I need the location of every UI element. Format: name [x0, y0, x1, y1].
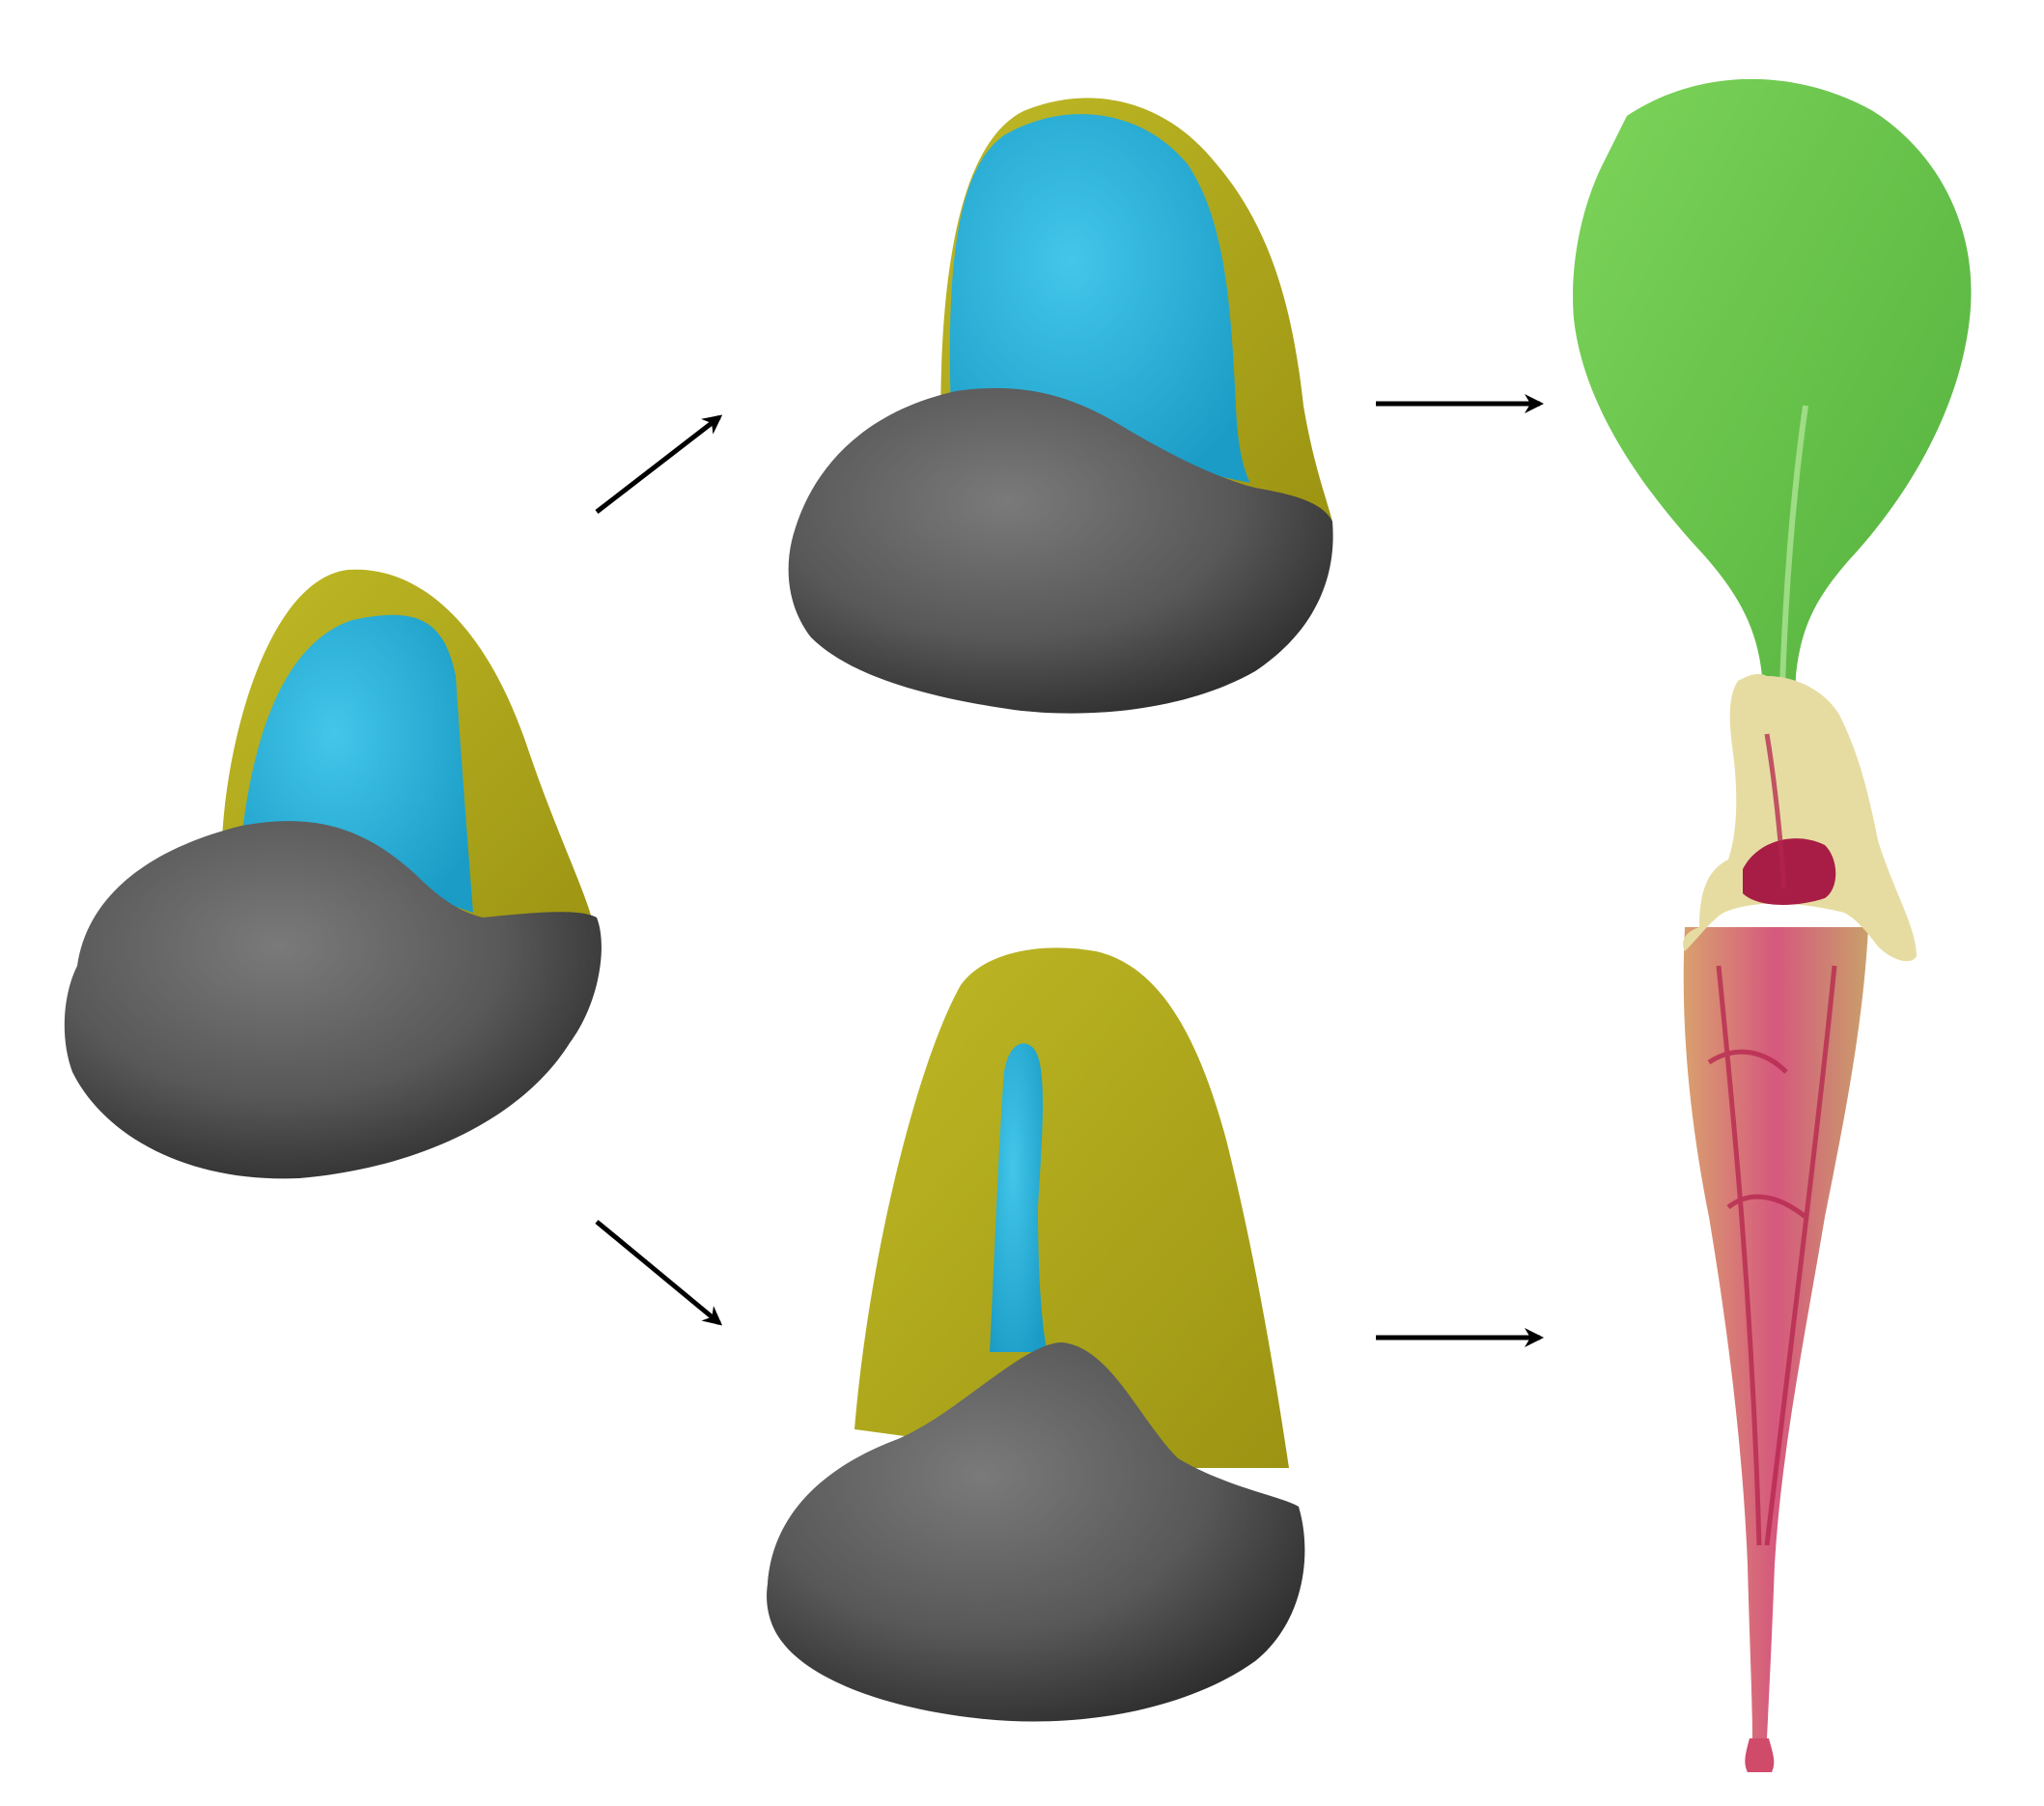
leaf-primordium-model-icon	[64, 569, 602, 1179]
flat-primordium-base	[788, 387, 1333, 714]
tubular-primordium-adaxial-domain	[990, 1043, 1048, 1352]
tubular-leaf-primordium-model-icon	[767, 947, 1305, 1722]
arrow-primordium-to-flat	[595, 414, 723, 514]
pitcher-plant-leaf-photo-icon	[1683, 673, 1917, 1772]
flat-leaf-primordium-model-icon	[788, 98, 1333, 714]
leaf-blade	[1573, 78, 1972, 806]
pitcher-body	[1683, 927, 1868, 1738]
primordium-base	[64, 821, 602, 1179]
pitcher-mouth	[1743, 838, 1836, 905]
pitcher-hood	[1683, 673, 1917, 962]
pitcher-veins	[1707, 733, 1837, 1546]
arrow-primordium-to-tubular	[595, 1220, 723, 1326]
tubular-primordium-abaxial-domain	[854, 947, 1289, 1468]
tubular-primordium-base	[767, 1342, 1305, 1722]
pitcher-stalk-tip	[1745, 1738, 1775, 1772]
arrows	[595, 394, 1544, 1347]
